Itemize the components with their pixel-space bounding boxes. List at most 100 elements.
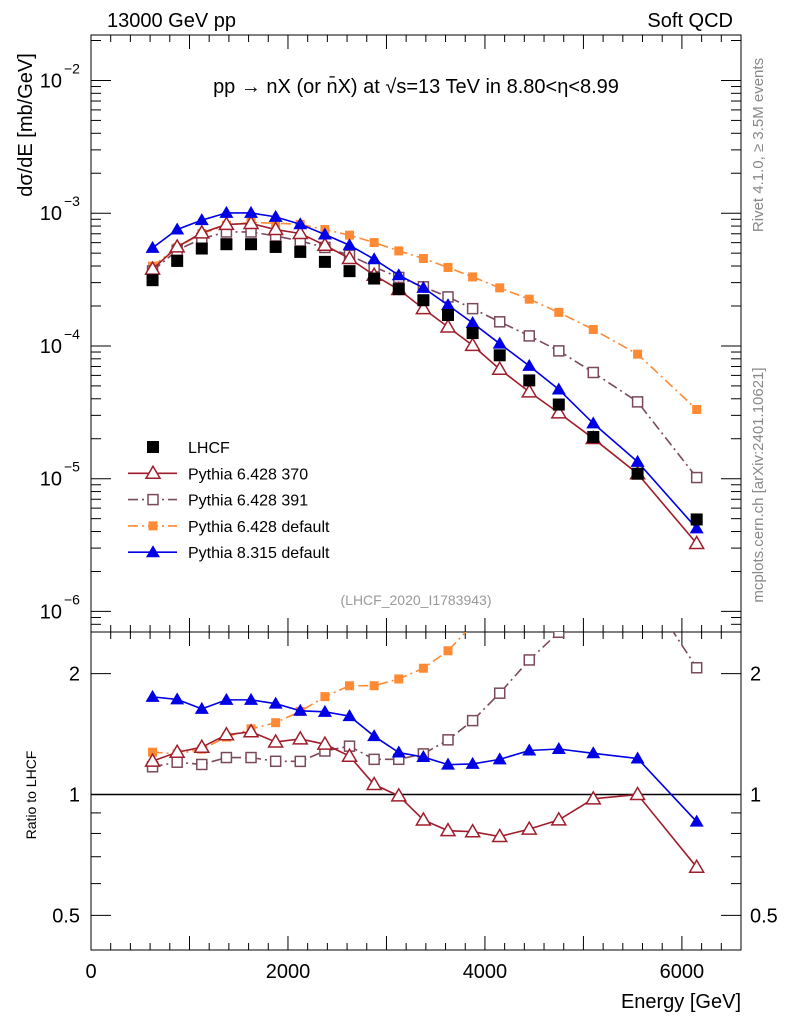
ratio-point-pythia-8-315-default xyxy=(416,750,431,763)
data-point-pythia-6-428-370 xyxy=(218,215,235,231)
data-point-pythia-6-428-391 xyxy=(553,345,565,357)
data-point-pythia-6-428-default xyxy=(524,294,534,304)
data-point-lhcf xyxy=(493,349,506,362)
ratio-point-pythia-6-428-391 xyxy=(368,753,380,766)
ratio-point-pythia-8-315-default xyxy=(244,692,259,705)
data-point-pythia-6-428-default xyxy=(394,246,404,256)
ratio-point-pythia-6-428-370 xyxy=(550,811,568,826)
ratio-point-pythia-6-428-370 xyxy=(688,858,705,873)
data-point-pythia-6-428-default xyxy=(418,253,428,263)
data-point-pythia-6-428-370 xyxy=(688,534,705,550)
ratio-point-pythia-6-428-391 xyxy=(690,662,703,674)
ratio-point-pythia-8-315-default xyxy=(492,752,507,765)
data-point-pythia-6-428-391 xyxy=(587,366,600,379)
ratio-point-pythia-6-428-370 xyxy=(193,738,211,753)
ratio-point-pythia-6-428-default xyxy=(554,511,563,520)
data-point-pythia-6-428-default xyxy=(554,307,564,317)
ratio-point-pythia-6-428-default xyxy=(148,747,158,757)
data-point-pythia-6-428-default xyxy=(588,325,598,335)
upper-plot-area xyxy=(144,205,705,550)
y-axis-title: dσ/dE [mb/GeV] xyxy=(15,53,37,197)
ratio-point-pythia-6-428-370 xyxy=(168,743,186,758)
ratio-point-pythia-8-315-default xyxy=(630,751,645,764)
ratio-point-pythia-6-428-370 xyxy=(316,735,334,750)
data-point-lhcf xyxy=(220,238,233,251)
data-point-pythia-6-428-370 xyxy=(291,225,309,240)
ratio-y-tick-label: 0.5 xyxy=(52,905,80,927)
data-point-pythia-6-428-370 xyxy=(520,383,538,398)
ratio-point-pythia-6-428-default xyxy=(271,718,281,728)
ratio-point-pythia-6-428-default xyxy=(495,586,504,595)
data-point-pythia-6-428-370 xyxy=(193,224,211,239)
ratio-point-pythia-8-315-default xyxy=(391,745,406,758)
ratio-point-pythia-8-315-default xyxy=(465,756,480,769)
data-point-pythia-8-315-default xyxy=(244,205,259,218)
ratio-point-pythia-6-428-370 xyxy=(584,790,602,805)
upper-frame xyxy=(90,34,742,633)
data-point-pythia-8-315-default xyxy=(342,238,357,251)
ratio-point-pythia-6-428-370 xyxy=(365,776,383,791)
ratio-point-pythia-6-428-default xyxy=(443,646,453,656)
ratio-point-pythia-6-428-370 xyxy=(415,811,432,826)
ratio-point-pythia-6-428-391 xyxy=(523,654,536,666)
data-point-lhcf xyxy=(146,274,159,287)
x-tick-label: 2000 xyxy=(266,961,311,983)
x-tick-label: 0 xyxy=(85,961,96,983)
data-point-pythia-8-315-default xyxy=(367,252,382,265)
ratio-point-pythia-6-428-default xyxy=(418,663,428,673)
legend-marker-pythia-6-428-default xyxy=(148,521,158,531)
data-point-pythia-6-428-370 xyxy=(242,214,260,230)
data-point-pythia-6-428-370 xyxy=(550,404,568,419)
chart-title: pp → nX (or n̄X) at √s=13 TeV in 8.80<η<… xyxy=(213,75,619,98)
data-point-pythia-6-428-default xyxy=(443,262,453,272)
data-point-pythia-8-315-default xyxy=(391,268,406,281)
ratio-point-pythia-6-428-391 xyxy=(294,755,307,768)
data-point-pythia-8-315-default xyxy=(293,217,308,230)
ratio-point-pythia-6-428-391 xyxy=(196,758,208,771)
data-point-lhcf xyxy=(318,255,331,268)
ratio-point-pythia-6-428-391 xyxy=(269,755,282,768)
ratio-point-pythia-6-428-391 xyxy=(493,687,506,699)
data-point-pythia-8-315-default xyxy=(586,416,601,429)
data-point-pythia-6-428-default xyxy=(369,238,379,248)
ratio-point-pythia-6-428-370 xyxy=(439,822,457,837)
ratio-point-pythia-6-428-default xyxy=(589,465,598,474)
data-point-lhcf xyxy=(587,431,600,444)
ratio-point-pythia-8-315-default xyxy=(219,692,234,705)
legend-label-pythia-8-315-default: Pythia 8.315 default xyxy=(188,545,330,562)
series-line-pythia-6-428-default xyxy=(152,221,698,411)
ratio-point-pythia-6-428-default xyxy=(633,428,642,437)
y-tick-label: 10 xyxy=(40,70,62,92)
y-tick-exponent: −6 xyxy=(64,591,80,607)
data-point-pythia-8-315-default xyxy=(416,280,431,293)
data-point-pythia-8-315-default xyxy=(219,205,234,218)
y-tick-label: 10 xyxy=(40,203,62,225)
data-point-pythia-6-428-391 xyxy=(690,471,703,484)
y-tick-exponent: −4 xyxy=(64,326,80,342)
ratio-y-tick-label-right: 2 xyxy=(750,664,761,686)
ratio-point-pythia-8-315-default xyxy=(342,709,357,722)
ratio-point-pythia-6-428-default xyxy=(692,457,701,466)
ratio-point-pythia-8-315-default xyxy=(145,689,160,702)
mcplots-label: mcplots.cern.ch [arXiv:2401.10621] xyxy=(750,367,767,602)
y-tick-exponent: −2 xyxy=(64,60,80,76)
data-point-pythia-6-428-370 xyxy=(464,336,481,352)
data-point-lhcf xyxy=(368,272,381,285)
data-point-lhcf xyxy=(171,254,184,267)
legend-label-lhcf: LHCF xyxy=(188,440,230,457)
ratio-point-pythia-8-315-default xyxy=(551,742,566,755)
legend: LHCF Pythia 6.428 370 Pythia 6.428 391 Pyth… xyxy=(128,440,330,562)
ratio-point-pythia-6-428-default xyxy=(320,692,330,702)
data-point-lhcf xyxy=(269,240,282,253)
ratio-point-pythia-8-315-default xyxy=(268,696,283,709)
x-axis-title: Energy [GeV] xyxy=(621,991,741,1013)
ratio-plot-area xyxy=(144,428,705,873)
y-tick-exponent: −3 xyxy=(64,193,80,209)
data-point-pythia-6-428-391 xyxy=(493,316,506,328)
header-right: Soft QCD xyxy=(647,10,733,32)
ratio-point-pythia-6-428-370 xyxy=(218,726,235,741)
data-point-pythia-8-315-default xyxy=(170,222,185,235)
ratio-point-pythia-8-315-default xyxy=(586,746,601,759)
legend-marker-lhcf xyxy=(147,441,159,453)
ratio-point-pythia-6-428-default xyxy=(394,674,404,684)
